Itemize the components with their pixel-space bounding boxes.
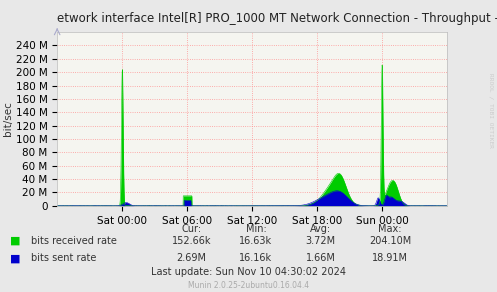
Text: 152.66k: 152.66k — [171, 236, 211, 246]
Text: etwork interface Intel[R] PRO_1000 MT Network Connection - Throughput - by d: etwork interface Intel[R] PRO_1000 MT Ne… — [57, 12, 497, 25]
Y-axis label: bit/sec: bit/sec — [3, 102, 13, 136]
Text: 204.10M: 204.10M — [369, 236, 412, 246]
Text: 16.63k: 16.63k — [240, 236, 272, 246]
Text: Max:: Max: — [378, 224, 402, 234]
Text: Min:: Min: — [246, 224, 266, 234]
Text: Last update: Sun Nov 10 04:30:02 2024: Last update: Sun Nov 10 04:30:02 2024 — [151, 267, 346, 277]
Text: 3.72M: 3.72M — [306, 236, 335, 246]
Text: bits sent rate: bits sent rate — [31, 253, 96, 263]
Text: 16.16k: 16.16k — [240, 253, 272, 263]
Text: ■: ■ — [10, 236, 20, 246]
Text: 1.66M: 1.66M — [306, 253, 335, 263]
Text: bits received rate: bits received rate — [31, 236, 117, 246]
Text: Cur:: Cur: — [181, 224, 201, 234]
Text: 18.91M: 18.91M — [372, 253, 408, 263]
Text: ■: ■ — [10, 253, 20, 263]
Text: Avg:: Avg: — [310, 224, 331, 234]
Text: RROOL / TOBI OETIKER: RROOL / TOBI OETIKER — [489, 74, 494, 148]
Text: Munin 2.0.25-2ubuntu0.16.04.4: Munin 2.0.25-2ubuntu0.16.04.4 — [188, 281, 309, 290]
Text: 2.69M: 2.69M — [176, 253, 206, 263]
